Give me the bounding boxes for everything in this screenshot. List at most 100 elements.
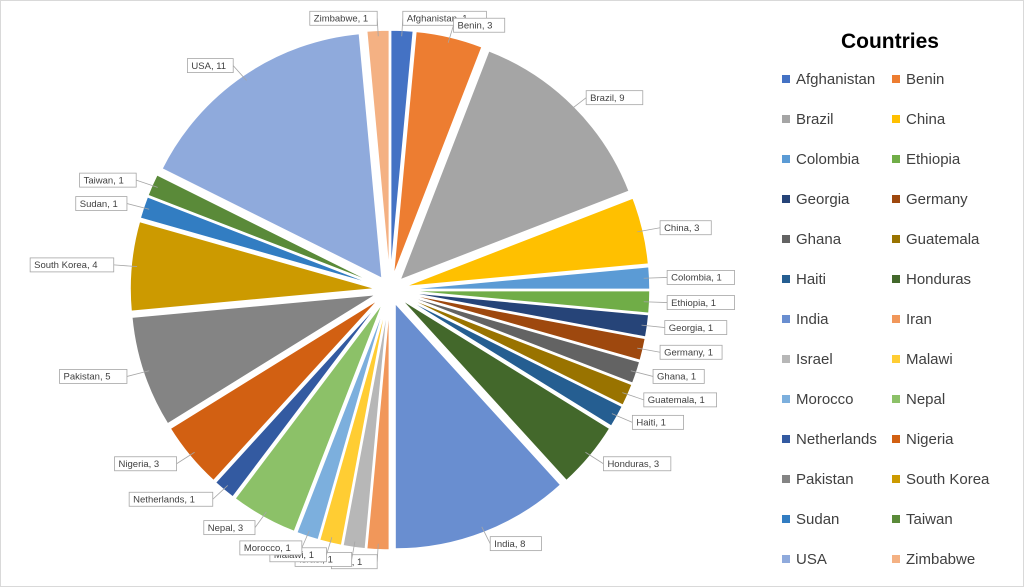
legend-swatch xyxy=(892,155,900,163)
legend-item-israel[interactable]: Israel xyxy=(782,348,833,370)
data-label-text: South Korea, 4 xyxy=(34,260,97,271)
data-label-text: Netherlands, 1 xyxy=(133,495,195,506)
legend-item-pakistan[interactable]: Pakistan xyxy=(782,468,854,490)
legend-item-zimbabwe[interactable]: Zimbabwe xyxy=(892,548,975,570)
legend-label: Germany xyxy=(906,190,968,208)
pie-slice-nigeria[interactable] xyxy=(169,298,380,482)
legend-item-china[interactable]: China xyxy=(892,108,945,130)
legend-item-georgia[interactable]: Georgia xyxy=(782,188,849,210)
legend-label: Morocco xyxy=(796,390,854,408)
legend-swatch xyxy=(782,275,790,283)
legend-label: Afghanistan xyxy=(796,70,876,88)
legend-item-iran[interactable]: Iran xyxy=(892,308,932,330)
data-label: Colombia, 1 xyxy=(643,270,735,285)
data-label-text: Ghana, 1 xyxy=(657,372,696,383)
data-label: Ethiopia, 1 xyxy=(643,295,735,310)
legend-label: Guatemala xyxy=(906,230,980,248)
data-label: Haiti, 1 xyxy=(611,413,684,430)
data-label: South Korea, 4 xyxy=(29,257,138,273)
legend-swatch xyxy=(782,155,790,163)
pie-slice-guatemala[interactable] xyxy=(402,294,634,407)
pie-slice-netherlands[interactable] xyxy=(214,300,382,499)
legend-item-nepal[interactable]: Nepal xyxy=(892,388,945,410)
data-label-text: India, 8 xyxy=(494,539,525,550)
pie-slice-morocco[interactable] xyxy=(295,303,387,541)
data-label-text: Zimbabwe, 1 xyxy=(314,14,368,25)
data-label-text: Pakistan, 5 xyxy=(64,372,111,383)
legend-item-guatemala[interactable]: Guatemala xyxy=(892,228,979,250)
legend-item-brazil[interactable]: Brazil xyxy=(782,108,834,130)
legend-swatch xyxy=(892,75,900,83)
legend-item-usa[interactable]: USA xyxy=(782,548,827,570)
data-label-text: Taiwan, 1 xyxy=(84,175,124,186)
data-label: Brazil, 9 xyxy=(569,90,644,111)
legend-label: USA xyxy=(796,550,827,568)
legend-swatch xyxy=(782,395,790,403)
legend-item-afghanistan[interactable]: Afghanistan xyxy=(782,68,875,90)
data-label: Pakistan, 5 xyxy=(59,369,150,384)
data-label: Nigeria, 3 xyxy=(114,451,195,472)
data-label-text: Ethiopia, 1 xyxy=(671,298,716,309)
data-label-text: Guatemala, 1 xyxy=(648,395,705,406)
legend-swatch xyxy=(782,75,790,83)
data-label-text: Haiti, 1 xyxy=(636,418,666,429)
legend-label: Sudan xyxy=(796,510,840,528)
legend-label: India xyxy=(796,310,829,328)
data-label-text: Germany, 1 xyxy=(664,348,713,359)
legend-label: China xyxy=(906,110,946,128)
legend-label: Pakistan xyxy=(796,470,854,488)
data-label-text: China, 3 xyxy=(664,223,699,234)
legend-item-ghana[interactable]: Ghana xyxy=(782,228,841,250)
legend-label: Haiti xyxy=(796,270,827,288)
legend-swatch xyxy=(782,475,790,483)
legend-label: Ghana xyxy=(796,230,842,248)
pie-slice-sudan[interactable] xyxy=(139,195,377,287)
legend-item-morocco[interactable]: Morocco xyxy=(782,388,854,410)
legend-item-colombia[interactable]: Colombia xyxy=(782,148,859,170)
data-label: Honduras, 3 xyxy=(585,451,672,472)
pie-slice-honduras[interactable] xyxy=(400,298,611,482)
pie-slice-haiti[interactable] xyxy=(401,296,624,428)
data-label: Germany, 1 xyxy=(637,344,723,360)
data-label: Ghana, 1 xyxy=(630,369,705,384)
legend-item-germany[interactable]: Germany xyxy=(892,188,968,210)
legend-item-taiwan[interactable]: Taiwan xyxy=(892,508,953,530)
legend-swatch xyxy=(892,435,900,443)
legend-label: Colombia xyxy=(796,150,860,168)
pie-slice-usa[interactable] xyxy=(160,32,383,280)
data-label: Guatemala, 1 xyxy=(622,392,718,408)
legend-swatch xyxy=(892,515,900,523)
legend-swatch xyxy=(892,195,900,203)
legend-item-malawi[interactable]: Malawi xyxy=(892,348,953,370)
legend-item-sudan[interactable]: Sudan xyxy=(782,508,839,530)
legend-swatch xyxy=(782,115,790,123)
pie-slice-ghana[interactable] xyxy=(403,293,641,385)
pie-slice-nepal[interactable] xyxy=(233,301,384,533)
data-label: China, 3 xyxy=(637,220,712,236)
legend-label: Nepal xyxy=(906,390,946,408)
legend-swatch xyxy=(782,435,790,443)
legend-item-benin[interactable]: Benin xyxy=(892,68,944,90)
legend-item-nigeria[interactable]: Nigeria xyxy=(892,428,954,450)
data-label-text: Morocco, 1 xyxy=(244,543,291,554)
legend-item-ethiopia[interactable]: Ethiopia xyxy=(892,148,960,170)
legend-label: Benin xyxy=(906,70,945,88)
legend-item-india[interactable]: India xyxy=(782,308,829,330)
legend-label: Zimbabwe xyxy=(906,550,976,568)
legend-swatch xyxy=(892,395,900,403)
pie-slice-brazil[interactable] xyxy=(398,49,631,282)
pie-slice-india[interactable] xyxy=(394,301,562,550)
legend-item-haiti[interactable]: Haiti xyxy=(782,268,826,290)
data-label-text: Colombia, 1 xyxy=(671,273,722,284)
legend-item-netherlands[interactable]: Netherlands xyxy=(782,428,877,450)
legend-label: Georgia xyxy=(796,190,850,208)
slices xyxy=(129,29,651,551)
legend-item-south-korea[interactable]: South Korea xyxy=(892,468,989,490)
pie-slice-pakistan[interactable] xyxy=(130,293,378,425)
data-label-text: Honduras, 3 xyxy=(607,459,659,470)
pie-slice-taiwan[interactable] xyxy=(146,173,378,286)
legend-label: Iran xyxy=(906,310,932,328)
legend-item-honduras[interactable]: Honduras xyxy=(892,268,971,290)
data-label: Benin, 3 xyxy=(447,17,506,43)
